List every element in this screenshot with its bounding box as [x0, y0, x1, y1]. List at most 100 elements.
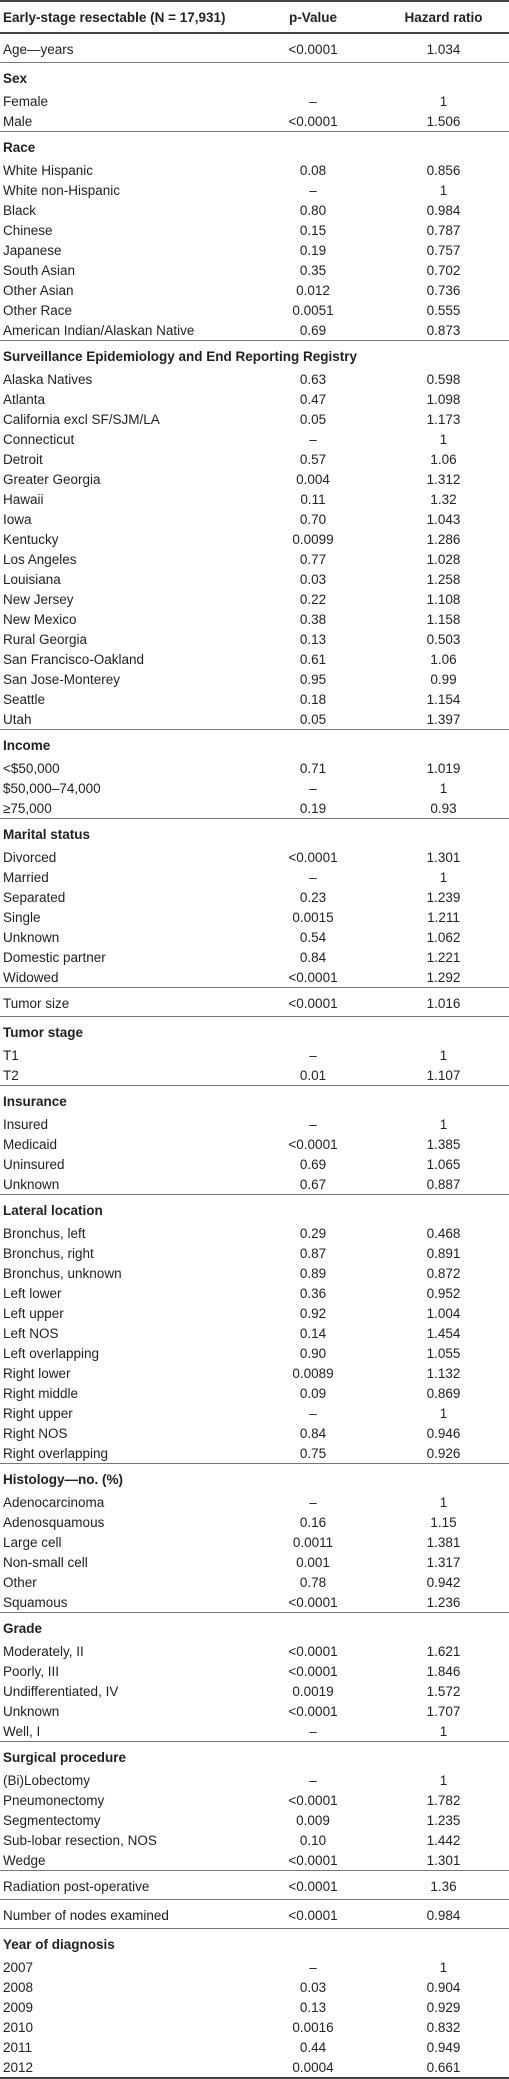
section-title-row: Race [0, 132, 509, 161]
p-value: 0.84 [299, 1425, 327, 1441]
section-title-row: Tumor stage [0, 1017, 509, 1046]
data-row: Japanese 0.19 0.757 [0, 240, 509, 260]
hazard-ratio: 0.942 [426, 1574, 461, 1590]
data-row: 2012 0.0004 0.661 [0, 2057, 509, 2078]
hazard-ratio: 1.239 [426, 889, 461, 905]
data-row: $50,000–74,000 – 1 [0, 778, 509, 798]
data-row: Domestic partner 0.84 1.221 [0, 947, 509, 967]
p-value: – [309, 1116, 317, 1132]
p-value: 0.54 [299, 929, 327, 945]
p-value: 0.08 [299, 162, 327, 178]
hazard-ratio: 1.108 [426, 591, 461, 607]
p-value: 0.11 [300, 491, 326, 507]
section-title-row: Marital status [0, 819, 509, 848]
row-label: 2009 [3, 1999, 34, 2015]
data-row: New Mexico 0.38 1.158 [0, 609, 509, 629]
data-row: Unknown <0.0001 1.707 [0, 1701, 509, 1721]
hazard-ratio: 1.385 [426, 1136, 461, 1152]
row-label: $50,000–74,000 [3, 780, 101, 796]
row-label: Other [3, 1574, 37, 1590]
p-value: <0.0001 [288, 969, 338, 985]
data-row: Well, I – 1 [0, 1721, 509, 1742]
p-value: <0.0001 [288, 1792, 338, 1808]
p-value: <0.0001 [288, 113, 338, 129]
row-label: Squamous [3, 1594, 68, 1610]
data-row: Single 0.0015 1.211 [0, 907, 509, 927]
hazard-ratio: 1.258 [426, 571, 461, 587]
data-row: Number of nodes examined <0.0001 0.984 [0, 1900, 509, 1929]
hazard-ratio: 0.929 [426, 1999, 461, 2015]
hazard-ratio: 0.856 [426, 162, 461, 178]
row-label: California excl SF/SJM/LA [3, 411, 160, 427]
section: Lateral location Bronchus, left 0.29 0.468 B… [0, 1194, 509, 1464]
row-label: Utah [3, 711, 32, 727]
hazard-ratio: 1 [439, 431, 448, 447]
p-value: <0.0001 [288, 1703, 338, 1719]
hazard-ratio: 1.06 [430, 451, 457, 467]
section: Age—years <0.0001 1.034 [0, 33, 509, 63]
hazard-ratio: 1.06 [430, 651, 457, 667]
p-value: 0.63 [299, 371, 327, 387]
section-title: Year of diagnosis [3, 1936, 115, 1952]
hazard-ratio: 1.454 [426, 1325, 461, 1341]
row-label: South Asian [3, 262, 76, 278]
data-row: Undifferentiated, IV 0.0019 1.572 [0, 1681, 509, 1701]
data-row: Right middle 0.09 0.869 [0, 1383, 509, 1403]
row-label: (Bi)Lobectomy [3, 1772, 91, 1788]
data-row: Unknown 0.67 0.887 [0, 1174, 509, 1195]
data-row: White non-Hispanic – 1 [0, 180, 509, 200]
hazard-ratio: 0.661 [426, 2059, 461, 2075]
p-value: 0.0011 [292, 1534, 334, 1550]
row-label: 2007 [3, 1959, 34, 1975]
p-value: 0.77 [299, 551, 327, 567]
data-row: Left NOS 0.14 1.454 [0, 1323, 509, 1343]
row-label: White Hispanic [3, 162, 94, 178]
data-row: Right upper – 1 [0, 1403, 509, 1423]
p-value: 0.84 [299, 949, 327, 965]
section-title: Income [3, 737, 51, 753]
section-title: Lateral location [3, 1202, 103, 1218]
hazard-ratio: 0.757 [426, 242, 461, 258]
hazard-ratio: 1.098 [426, 391, 461, 407]
p-value: 0.36 [299, 1285, 327, 1301]
p-value: 0.14 [299, 1325, 327, 1341]
row-label: Large cell [3, 1534, 62, 1550]
hazard-ratio: 1.381 [426, 1534, 461, 1550]
row-label: San Francisco-Oakland [3, 651, 145, 667]
p-value: 0.92 [299, 1305, 327, 1321]
p-value: 0.03 [299, 1979, 327, 1995]
data-row: Poorly, III <0.0001 1.846 [0, 1661, 509, 1681]
p-value: 0.13 [299, 631, 327, 647]
p-value: <0.0001 [288, 1594, 338, 1610]
row-label: Domestic partner [3, 949, 106, 965]
header-row: Early-stage resectable (N = 17,931) p-Va… [0, 0, 509, 34]
section-title-row: Income [0, 730, 509, 759]
row-label: Age—years [3, 41, 74, 57]
p-value: 0.23 [299, 889, 327, 905]
hazard-ratio: 0.93 [430, 800, 457, 816]
hazard-ratio: 0.99 [430, 671, 457, 687]
p-value: – [309, 431, 317, 447]
hazard-ratio: 1.312 [426, 471, 461, 487]
row-label: Alaska Natives [3, 371, 93, 387]
hazard-ratio: 1.15 [430, 1514, 457, 1530]
row-label: 2012 [3, 2059, 34, 2075]
hazard-ratio: 0.872 [426, 1265, 461, 1281]
section-title-row: Sex [0, 63, 509, 92]
p-value: 0.09 [299, 1385, 327, 1401]
data-row: Medicaid <0.0001 1.385 [0, 1134, 509, 1154]
row-label: Right upper [3, 1405, 73, 1421]
row-label: Radiation post-operative [3, 1878, 150, 1894]
hazard-ratio: 0.891 [426, 1245, 461, 1261]
hazard-ratio: 1 [439, 1772, 448, 1788]
row-label: Rural Georgia [3, 631, 88, 647]
p-value: 0.47 [299, 391, 327, 407]
p-value: 0.16 [299, 1514, 327, 1530]
hazard-ratio: 1.107 [426, 1067, 461, 1083]
data-row: Bronchus, unknown 0.89 0.872 [0, 1263, 509, 1283]
data-row: Right overlapping 0.75 0.926 [0, 1443, 509, 1464]
row-label: Other Asian [3, 282, 74, 298]
data-row: Adenosquamous 0.16 1.15 [0, 1512, 509, 1532]
data-row: ≥75,000 0.19 0.93 [0, 798, 509, 819]
